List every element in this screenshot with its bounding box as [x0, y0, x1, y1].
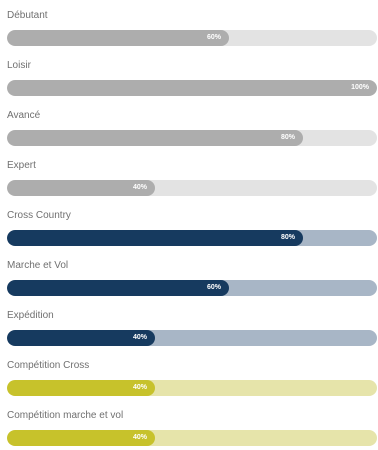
progress-fill: 80% [7, 130, 303, 146]
skill-label: Expert [7, 160, 36, 171]
progress-percent: 40% [132, 334, 147, 341]
progress-percent: 60% [206, 34, 221, 41]
progress-fill: 100% [7, 80, 377, 96]
progress-track: 80% [7, 130, 377, 146]
skill-row-competition-cross: Compétition Cross 40% [7, 350, 377, 400]
skill-label: Loisir [7, 60, 31, 71]
skill-label: Marche et Vol [7, 260, 69, 271]
progress-fill: 60% [7, 280, 229, 296]
skill-row-competition-marche-et-vol: Compétition marche et vol 40% [7, 400, 377, 450]
progress-track: 60% [7, 280, 377, 296]
skill-label: Cross Country [7, 210, 71, 221]
progress-fill: 40% [7, 180, 155, 196]
skill-label: Expédition [7, 310, 54, 321]
progress-percent: 40% [132, 434, 147, 441]
progress-percent: 40% [132, 184, 147, 191]
skill-row-cross-country: Cross Country 80% [7, 200, 377, 250]
skill-bar-list: Débutant 60% Loisir 100% Avancé 80% Expe… [7, 0, 377, 450]
progress-percent: 80% [280, 234, 295, 241]
progress-fill: 40% [7, 330, 155, 346]
skill-row-expert: Expert 40% [7, 150, 377, 200]
skill-row-marche-et-vol: Marche et Vol 60% [7, 250, 377, 300]
progress-track: 40% [7, 330, 377, 346]
progress-fill: 80% [7, 230, 303, 246]
progress-track: 40% [7, 180, 377, 196]
skill-label: Compétition Cross [7, 360, 90, 371]
progress-track: 60% [7, 30, 377, 46]
progress-percent: 40% [132, 384, 147, 391]
progress-percent: 60% [206, 284, 221, 291]
progress-track: 40% [7, 430, 377, 446]
progress-track: 80% [7, 230, 377, 246]
progress-track: 100% [7, 80, 377, 96]
progress-track: 40% [7, 380, 377, 396]
progress-fill: 40% [7, 430, 155, 446]
skill-label: Avancé [7, 110, 41, 121]
progress-fill: 40% [7, 380, 155, 396]
skill-row-avance: Avancé 80% [7, 100, 377, 150]
skill-row-loisir: Loisir 100% [7, 50, 377, 100]
skill-row-debutant: Débutant 60% [7, 0, 377, 50]
skill-row-expedition: Expédition 40% [7, 300, 377, 350]
progress-percent: 100% [351, 84, 369, 91]
progress-fill: 60% [7, 30, 229, 46]
skill-label: Débutant [7, 10, 48, 21]
progress-percent: 80% [280, 134, 295, 141]
skill-label: Compétition marche et vol [7, 410, 124, 421]
